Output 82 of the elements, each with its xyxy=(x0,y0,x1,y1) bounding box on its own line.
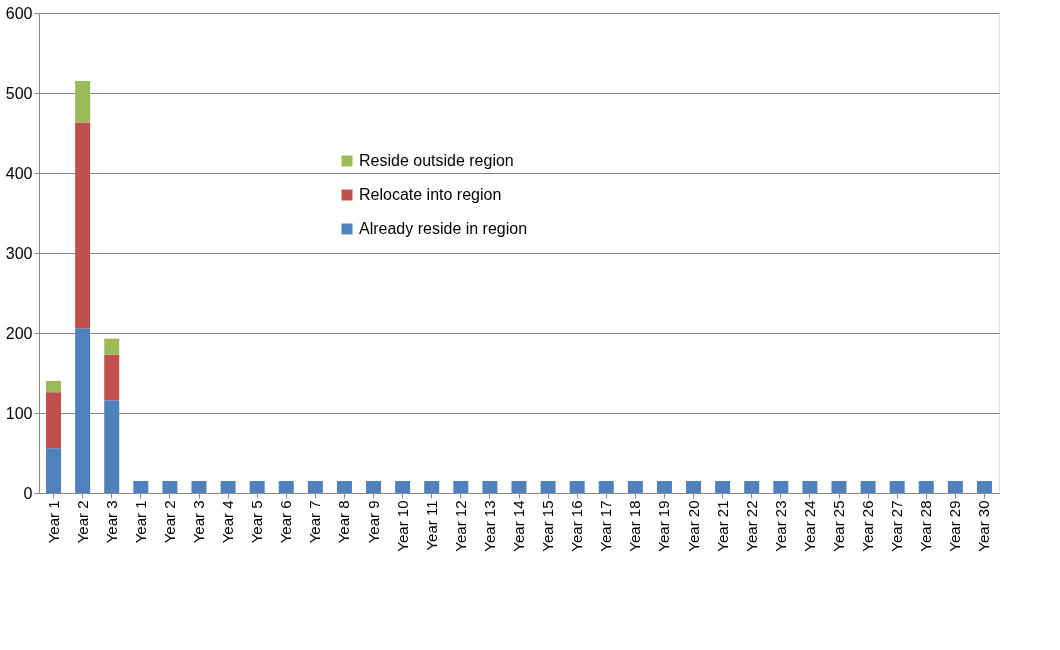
y-tick-label: 0 xyxy=(23,484,33,502)
x-tick-label: Year 25 xyxy=(830,500,847,552)
bar xyxy=(482,481,498,493)
bar xyxy=(104,354,120,401)
bar xyxy=(249,481,265,493)
bar xyxy=(976,481,992,493)
bar xyxy=(453,481,469,493)
y-tick-label: 400 xyxy=(5,164,33,182)
bar xyxy=(46,392,62,449)
x-tick-label: Year 3 xyxy=(190,500,207,544)
bar xyxy=(278,481,294,493)
x-tick-label: Year 1 xyxy=(44,500,62,544)
bar xyxy=(424,481,440,493)
x-tick-label: Year 28 xyxy=(917,500,935,552)
bar xyxy=(744,481,760,493)
x-tick-label: Year 24 xyxy=(800,500,818,552)
x-tick-label: Year 2 xyxy=(73,500,91,544)
bar xyxy=(366,481,382,493)
bar xyxy=(191,481,207,493)
bar xyxy=(104,338,120,355)
x-tick-label: Year 2 xyxy=(160,500,178,544)
bar xyxy=(75,81,91,123)
bar xyxy=(75,122,91,329)
bar xyxy=(860,481,876,493)
bar xyxy=(395,481,411,493)
x-tick-label: Year 10 xyxy=(393,500,411,552)
x-tick-label: Year 19 xyxy=(655,500,673,552)
x-tick-label: Year 30 xyxy=(975,500,993,552)
bar xyxy=(104,400,120,493)
x-tick-label: Year 27 xyxy=(888,500,906,552)
bar xyxy=(46,448,62,493)
x-tick-label: Year 14 xyxy=(510,500,527,552)
x-tick-label: Year 20 xyxy=(684,500,702,552)
x-tick-label: Year 4 xyxy=(219,500,237,544)
bar xyxy=(133,481,149,493)
y-tick-label: 600 xyxy=(5,4,33,22)
x-tick-label: Year 1 xyxy=(131,500,149,544)
bar xyxy=(598,481,614,493)
x-tick-label: Year 7 xyxy=(306,500,324,544)
x-tick-label: Year 16 xyxy=(568,500,586,552)
x-tick-label: Year 29 xyxy=(946,500,964,552)
x-tick-label: Year 17 xyxy=(597,500,615,552)
y-tick-label: 200 xyxy=(5,324,33,342)
y-tick-label: 300 xyxy=(5,244,33,262)
bar xyxy=(46,381,62,393)
legend-label: Relocate into region xyxy=(359,186,502,203)
bar xyxy=(715,481,731,493)
x-tick-label: Year 13 xyxy=(480,500,498,552)
bar xyxy=(889,481,905,493)
x-tick-label: Year 6 xyxy=(277,500,295,544)
bar xyxy=(831,481,847,493)
x-tick-label: Year 3 xyxy=(102,500,120,544)
bar xyxy=(307,481,323,493)
bar xyxy=(220,481,236,493)
legend-label: Reside outside region xyxy=(359,152,514,169)
x-tick-label: Year 5 xyxy=(248,500,266,544)
bar xyxy=(336,481,352,493)
bar xyxy=(947,481,963,493)
bar xyxy=(569,481,585,493)
bar xyxy=(656,481,672,493)
bar xyxy=(162,481,178,493)
x-tick-label: Year 18 xyxy=(626,500,644,552)
x-tick-label: Year 8 xyxy=(335,500,353,544)
x-tick-label: Year 26 xyxy=(859,500,877,552)
bar xyxy=(627,481,643,493)
x-tick-label: Year 21 xyxy=(713,500,731,552)
legend-label: Already reside in region xyxy=(359,220,528,237)
x-tick-label: Year 22 xyxy=(742,500,760,552)
bar xyxy=(773,481,789,493)
bar xyxy=(75,328,91,493)
y-tick-label: 500 xyxy=(5,84,33,102)
bar xyxy=(918,481,934,493)
bar xyxy=(686,481,702,493)
bar xyxy=(802,481,818,493)
x-tick-label: Year 12 xyxy=(451,500,469,552)
bar xyxy=(511,481,527,493)
x-tick-label: Year 15 xyxy=(539,500,557,552)
bar xyxy=(540,481,556,493)
y-tick-label: 100 xyxy=(5,404,33,422)
x-tick-label: Year 11 xyxy=(422,500,440,551)
x-tick-label: Year 23 xyxy=(771,500,789,552)
x-tick-label: Year 9 xyxy=(364,500,382,544)
